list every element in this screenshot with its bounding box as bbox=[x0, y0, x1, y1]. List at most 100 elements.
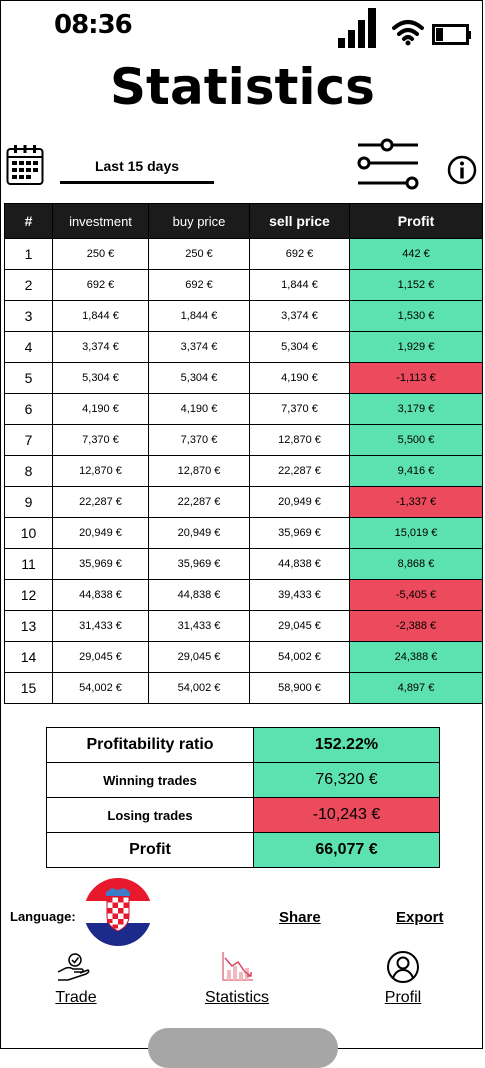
croatia-flag-icon[interactable] bbox=[84, 878, 152, 946]
investment-cell: 35,969 € bbox=[52, 548, 149, 580]
buy-price-cell: 20,949 € bbox=[148, 517, 250, 549]
table-row: 10 20,949 €20,949 €35,969 €15,019 € bbox=[4, 517, 483, 549]
sell-price-cell: 54,002 € bbox=[249, 641, 350, 673]
investment-cell: 12,870 € bbox=[52, 455, 149, 487]
wifi-icon bbox=[392, 20, 424, 46]
statistics-chart-icon bbox=[222, 952, 253, 981]
profit-cell: 8,868 € bbox=[349, 548, 483, 580]
share-button[interactable]: Share bbox=[279, 909, 321, 926]
nav-label-profil: Profil bbox=[384, 989, 422, 1006]
sell-price-cell: 692 € bbox=[249, 238, 350, 270]
filter-icon[interactable] bbox=[356, 138, 420, 192]
buy-price-cell: 35,969 € bbox=[148, 548, 250, 580]
nav-item-profil[interactable]: Profil bbox=[372, 950, 434, 1007]
sell-price-cell: 44,838 € bbox=[249, 548, 350, 580]
column-header-profit: Profit bbox=[349, 203, 483, 239]
table-row: 6 4,190 €4,190 €7,370 €3,179 € bbox=[4, 393, 483, 425]
calendar-icon[interactable] bbox=[6, 144, 44, 186]
table-row: 1 250 €250 €692 €442 € bbox=[4, 238, 483, 270]
losing-trades-value: -10,243 € bbox=[253, 797, 440, 833]
table-row: 8 12,870 €12,870 €22,287 €9,416 € bbox=[4, 455, 483, 487]
total-profit-value: 66,077 € bbox=[253, 832, 440, 868]
investment-cell: 31,433 € bbox=[52, 610, 149, 642]
profit-cell: 5,500 € bbox=[349, 424, 483, 456]
profitability-ratio-value: 152.22% bbox=[253, 727, 440, 763]
column-header-buy-price: buy price bbox=[148, 203, 250, 239]
table-row: 3 1,844 €1,844 €3,374 €1,530 € bbox=[4, 300, 483, 332]
summary-row-losing: Losing trades -10,243 € bbox=[46, 797, 440, 833]
nav-item-statistics[interactable]: Statistics bbox=[195, 950, 279, 1007]
battery-icon bbox=[432, 24, 471, 45]
row-index: 7 bbox=[4, 424, 53, 456]
buy-price-cell: 4,190 € bbox=[148, 393, 250, 425]
winning-trades-value: 76,320 € bbox=[253, 762, 440, 798]
profit-cell: 15,019 € bbox=[349, 517, 483, 549]
winning-trades-label: Winning trades bbox=[46, 762, 254, 798]
profit-cell: 4,897 € bbox=[349, 672, 483, 704]
table-row: 7 7,370 €7,370 €12,870 €5,500 € bbox=[4, 424, 483, 456]
row-index: 3 bbox=[4, 300, 53, 332]
table-row: 2 692 €692 €1,844 €1,152 € bbox=[4, 269, 483, 301]
column-header-investment: investment bbox=[52, 203, 149, 239]
buy-price-cell: 7,370 € bbox=[148, 424, 250, 456]
investment-cell: 22,287 € bbox=[52, 486, 149, 518]
buy-price-cell: 3,374 € bbox=[148, 331, 250, 363]
buy-price-cell: 31,433 € bbox=[148, 610, 250, 642]
row-index: 13 bbox=[4, 610, 53, 642]
investment-cell: 4,190 € bbox=[52, 393, 149, 425]
profit-cell: 3,179 € bbox=[349, 393, 483, 425]
nav-item-trade[interactable]: Trade bbox=[40, 952, 112, 1007]
sell-price-cell: 39,433 € bbox=[249, 579, 350, 611]
investment-cell: 54,002 € bbox=[52, 672, 149, 704]
profit-cell: 442 € bbox=[349, 238, 483, 270]
profit-cell: -1,113 € bbox=[349, 362, 483, 394]
date-range-selector[interactable]: Last 15 days bbox=[94, 158, 180, 174]
sell-price-cell: 5,304 € bbox=[249, 331, 350, 363]
sell-price-cell: 4,190 € bbox=[249, 362, 350, 394]
home-indicator[interactable] bbox=[148, 1028, 338, 1068]
buy-price-cell: 5,304 € bbox=[148, 362, 250, 394]
profit-cell: 24,388 € bbox=[349, 641, 483, 673]
export-button[interactable]: Export bbox=[396, 909, 444, 926]
handshake-coin-icon bbox=[57, 953, 90, 981]
sell-price-cell: 7,370 € bbox=[249, 393, 350, 425]
profit-cell: 1,530 € bbox=[349, 300, 483, 332]
sell-price-cell: 58,900 € bbox=[249, 672, 350, 704]
trades-header-row: # investment buy price sell price Profit bbox=[4, 203, 483, 239]
row-index: 10 bbox=[4, 517, 53, 549]
summary-table: Profitability ratio 152.22% Winning trad… bbox=[46, 727, 440, 868]
profit-cell: 9,416 € bbox=[349, 455, 483, 487]
row-index: 2 bbox=[4, 269, 53, 301]
sell-price-cell: 22,287 € bbox=[249, 455, 350, 487]
buy-price-cell: 1,844 € bbox=[148, 300, 250, 332]
sell-price-cell: 20,949 € bbox=[249, 486, 350, 518]
table-row: 9 22,287 €22,287 €20,949 € -1,337 € bbox=[4, 486, 483, 518]
table-row: 4 3,374 €3,374 €5,304 €1,929 € bbox=[4, 331, 483, 363]
trades-body: 1 250 €250 €692 €442 €2 692 €692 €1,844 €1… bbox=[4, 238, 483, 704]
investment-cell: 250 € bbox=[52, 238, 149, 270]
nav-label-statistics: Statistics bbox=[204, 989, 269, 1006]
row-index: 11 bbox=[4, 548, 53, 580]
buy-price-cell: 44,838 € bbox=[148, 579, 250, 611]
language-label: Language: bbox=[10, 909, 76, 924]
status-time: 08:36 bbox=[54, 10, 133, 40]
investment-cell: 5,304 € bbox=[52, 362, 149, 394]
profit-cell: -5,405 € bbox=[349, 579, 483, 611]
sell-price-cell: 1,844 € bbox=[249, 269, 350, 301]
table-row: 14 29,045 €29,045 €54,002 €24,388 € bbox=[4, 641, 483, 673]
row-index: 4 bbox=[4, 331, 53, 363]
date-range-underline bbox=[60, 181, 214, 184]
table-row: 11 35,969 €35,969 €44,838 €8,868 € bbox=[4, 548, 483, 580]
table-row: 12 44,838 €44,838 €39,433 € -5,405 € bbox=[4, 579, 483, 611]
sell-price-cell: 29,045 € bbox=[249, 610, 350, 642]
row-index: 14 bbox=[4, 641, 53, 673]
buy-price-cell: 12,870 € bbox=[148, 455, 250, 487]
row-index: 8 bbox=[4, 455, 53, 487]
page-title: Statistics bbox=[110, 58, 375, 116]
losing-trades-label: Losing trades bbox=[46, 797, 254, 833]
table-row: 5 5,304 €5,304 €4,190 € -1,113 € bbox=[4, 362, 483, 394]
profit-cell: 1,929 € bbox=[349, 331, 483, 363]
nav-label-trade: Trade bbox=[55, 989, 97, 1006]
table-row: 15 54,002 €54,002 €58,900 €4,897 € bbox=[4, 672, 483, 704]
info-icon[interactable] bbox=[447, 155, 477, 185]
